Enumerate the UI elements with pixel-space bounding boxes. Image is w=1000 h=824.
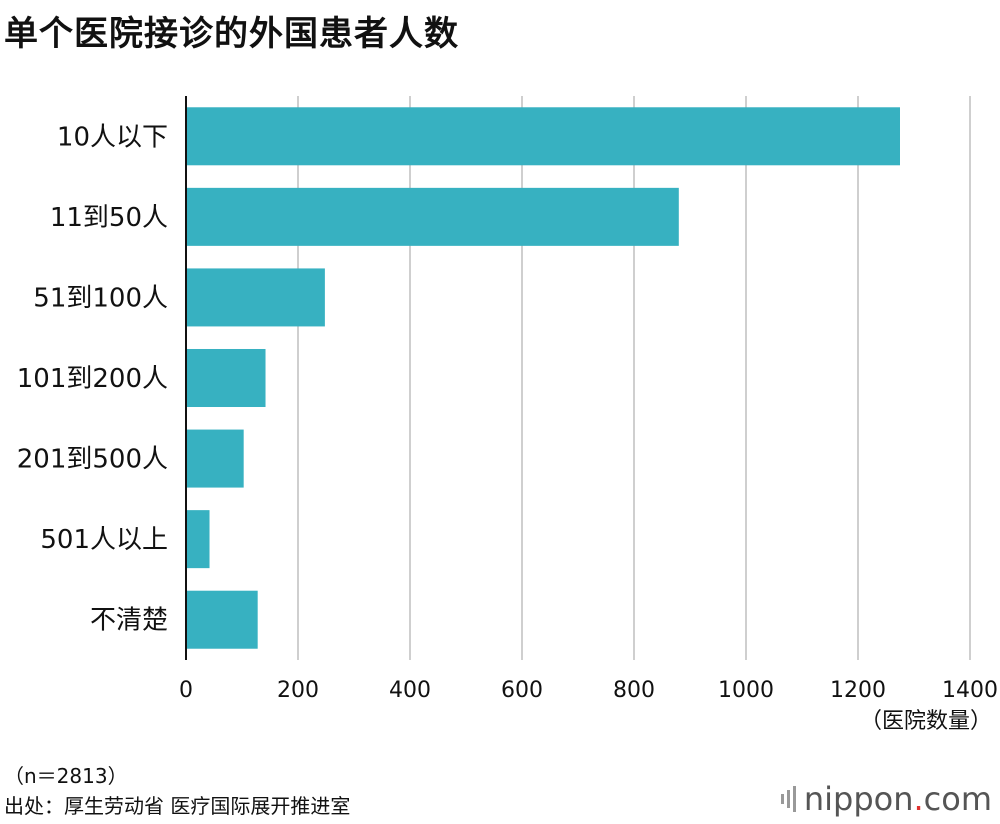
brand-suffix: com [923,780,992,818]
bar-5 [186,429,244,488]
x-tick-label: 1200 [830,678,886,703]
bar-6 [186,510,210,569]
bars [186,107,900,649]
x-axis-unit-label: （医院数量） [859,709,992,734]
category-label: 501人以上 [40,525,168,555]
brand-bars-icon [780,786,796,812]
source-note: 出处：厚生劳动省 医疗国际展开推进室 [4,794,351,818]
x-tick-label: 1000 [718,678,774,703]
category-label: 51到100人 [33,283,168,313]
x-tick-label: 0 [179,678,193,703]
category-label: 101到200人 [17,364,168,394]
category-label: 10人以下 [57,122,168,152]
brand-name: nippon [803,780,914,818]
bar-7 [186,590,258,649]
bar-4 [186,348,266,408]
brand-logo: nippon. com [780,780,992,818]
grid-lines [297,96,971,660]
category-label: 201到500人 [17,445,168,475]
x-tick-label: 1400 [942,678,998,703]
x-tick-label: 600 [501,678,543,703]
category-label: 11到50人 [50,203,168,233]
brand-dot: . [913,780,924,818]
x-tick-label: 400 [389,678,431,703]
bar-3 [186,268,325,327]
tick-labels: 0 200 400 600 800 1000 1200 1400 [179,678,998,703]
chart-title: 单个医院接诊的外国患者人数 [4,14,459,54]
category-label: 不清楚 [90,606,168,636]
bar-2 [186,187,679,246]
x-tick-label: 200 [277,678,319,703]
bar-1 [186,107,900,166]
x-tick-label: 800 [613,678,655,703]
sample-size-note: （n＝2813） [4,764,128,788]
category-labels: 10人以下 11到50人 51到100人 101到200人 201到500人 501人以上… [17,122,168,635]
